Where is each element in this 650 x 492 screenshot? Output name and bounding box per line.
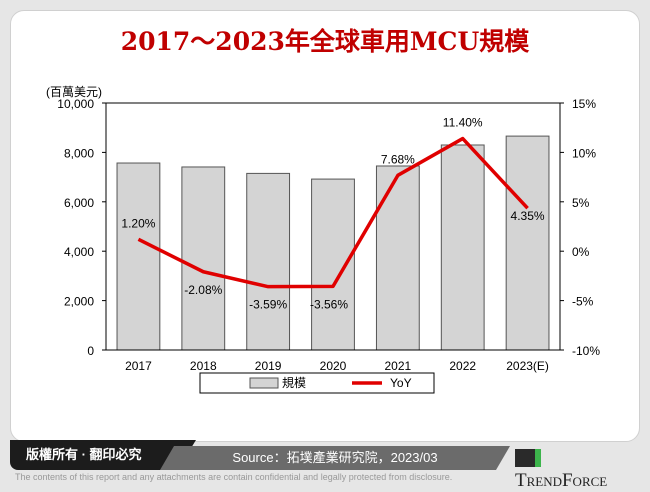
y-tick-label: 10,000 bbox=[57, 97, 94, 111]
y2-tick-label: 5% bbox=[572, 196, 590, 210]
bar-2018 bbox=[181, 166, 226, 351]
disclaimer: The contents of this report and any atta… bbox=[15, 472, 453, 482]
yoy-label: -3.59% bbox=[249, 298, 287, 312]
bar-2019 bbox=[246, 172, 291, 351]
bar-2023(E) bbox=[505, 135, 550, 351]
footer: 版權所有 · 翻印必究 Source：拓墣產業研究院，2023/03 Trend… bbox=[10, 440, 638, 491]
logo-icon bbox=[515, 449, 541, 467]
y2-tick-label: -5% bbox=[572, 295, 594, 309]
yoy-label: 1.20% bbox=[121, 216, 155, 230]
y2-tick-label: 15% bbox=[572, 97, 596, 111]
x-tick-label: 2017 bbox=[125, 359, 152, 373]
bar-2017 bbox=[116, 162, 161, 351]
yoy-label: -3.56% bbox=[310, 297, 348, 311]
yoy-label: 7.68% bbox=[381, 152, 415, 166]
y-tick-label: 2,000 bbox=[64, 295, 94, 309]
legend-line-label: YoY bbox=[390, 376, 412, 390]
x-tick-label: 2019 bbox=[255, 359, 282, 373]
chart-title: 2017～2023年全球車用MCU規模 bbox=[120, 27, 530, 56]
x-tick-label: 2023(E) bbox=[506, 359, 549, 373]
chart: (百萬美元) 0 2,000 4,000 6,000 8,000 10,000 -10% -5%… bbox=[46, 85, 600, 394]
y2-tick-label: -10% bbox=[572, 344, 600, 358]
y-tick-label: 0 bbox=[87, 344, 94, 358]
x-tick-label: 2021 bbox=[385, 359, 412, 373]
y-axis-label: (百萬美元) bbox=[46, 85, 102, 99]
y-tick-label: 8,000 bbox=[64, 146, 94, 160]
y2-tick-label: 0% bbox=[572, 245, 590, 259]
yoy-label: 4.35% bbox=[511, 209, 545, 223]
legend-bar-label: 規模 bbox=[282, 375, 306, 390]
plot-frame bbox=[105, 102, 561, 351]
x-tick-label: 2018 bbox=[190, 359, 217, 373]
x-tick-label: 2022 bbox=[449, 359, 476, 373]
bar-2022 bbox=[440, 144, 485, 351]
y2-tick-label: 10% bbox=[572, 146, 596, 160]
bar-2021 bbox=[375, 165, 420, 351]
y-tick-label: 6,000 bbox=[64, 196, 94, 210]
y-tick-label: 4,000 bbox=[64, 245, 94, 259]
bar-2020 bbox=[311, 178, 355, 351]
legend-bar-swatch bbox=[249, 377, 279, 389]
source: Source：拓墣產業研究院，2023/03 bbox=[160, 446, 510, 470]
yoy-label: 11.40% bbox=[443, 116, 483, 130]
trendforce-logo: TrendForce bbox=[515, 448, 638, 492]
x-tick-label: 2020 bbox=[320, 359, 347, 373]
yoy-line bbox=[137, 136, 529, 289]
yoy-label: -2.08% bbox=[184, 283, 222, 297]
